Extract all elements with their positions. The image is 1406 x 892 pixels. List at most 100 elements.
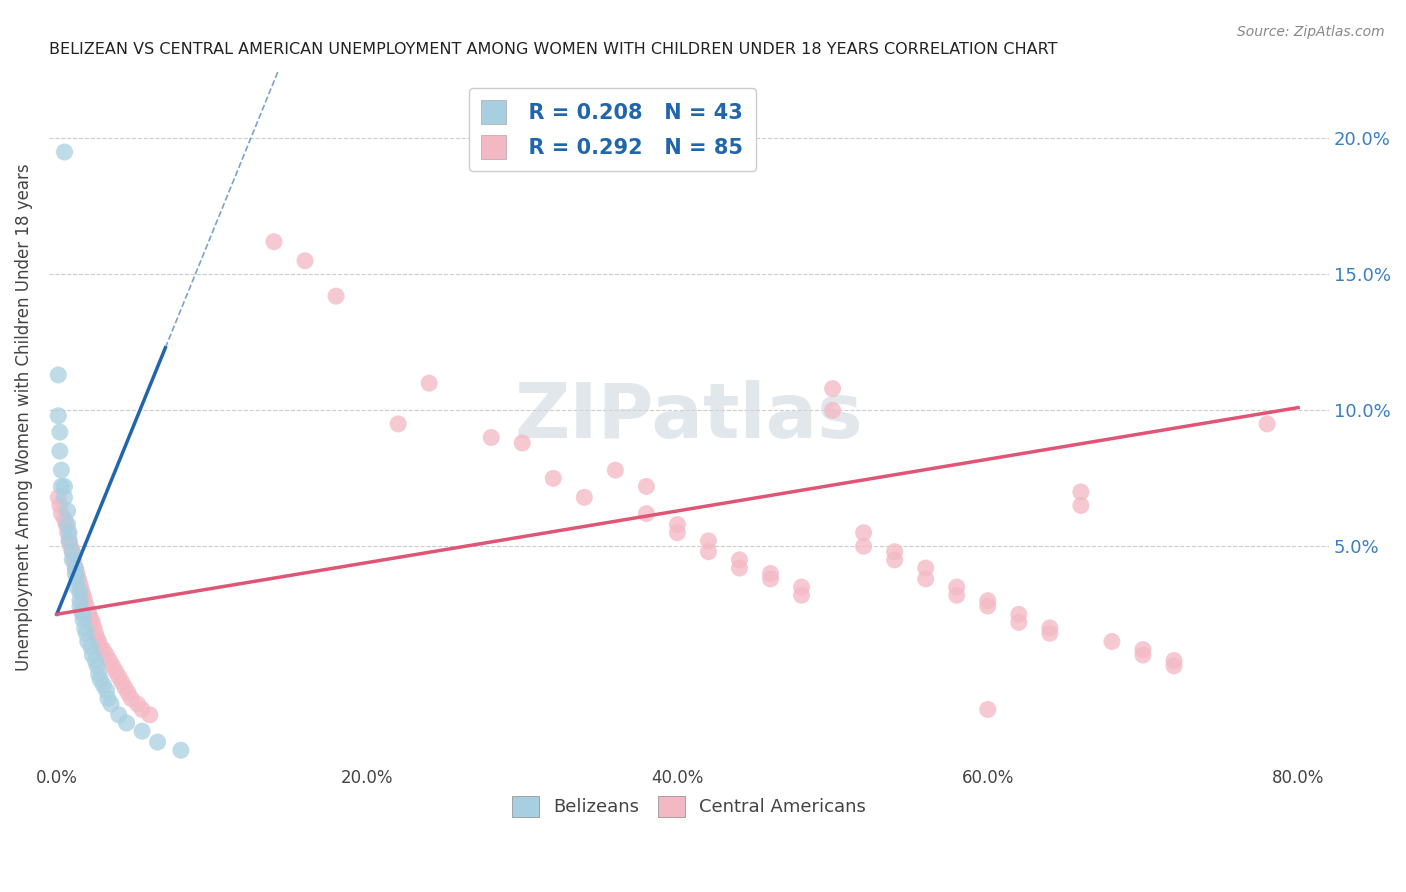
Point — [759, 566, 782, 581]
Point — [91, 678, 114, 692]
Point — [666, 517, 689, 532]
Point — [170, 743, 193, 757]
Point — [72, 613, 94, 627]
Point — [418, 376, 440, 391]
Point — [914, 561, 936, 575]
Point — [325, 289, 347, 303]
Point — [66, 572, 89, 586]
Point — [107, 707, 129, 722]
Point — [69, 599, 91, 613]
Point — [56, 525, 79, 540]
Point — [75, 626, 97, 640]
Point — [1008, 607, 1031, 622]
Point — [479, 430, 502, 444]
Point — [790, 588, 813, 602]
Point — [1163, 653, 1185, 667]
Point — [84, 653, 107, 667]
Point — [82, 615, 104, 630]
Point — [58, 533, 80, 548]
Point — [51, 463, 73, 477]
Point — [852, 539, 875, 553]
Point — [46, 491, 69, 505]
Point — [821, 382, 844, 396]
Point — [49, 444, 72, 458]
Point — [75, 599, 97, 613]
Point — [51, 507, 73, 521]
Point — [51, 479, 73, 493]
Point — [80, 613, 103, 627]
Point — [759, 572, 782, 586]
Point — [1132, 648, 1154, 662]
Point — [883, 545, 905, 559]
Point — [605, 463, 627, 477]
Point — [56, 504, 79, 518]
Point — [945, 588, 967, 602]
Point — [66, 566, 89, 581]
Point — [80, 640, 103, 654]
Point — [1070, 484, 1092, 499]
Point — [131, 724, 153, 739]
Point — [53, 479, 76, 493]
Point — [65, 561, 87, 575]
Point — [76, 605, 98, 619]
Point — [294, 253, 316, 268]
Point — [139, 707, 162, 722]
Point — [728, 553, 751, 567]
Point — [97, 691, 120, 706]
Point — [117, 686, 139, 700]
Point — [70, 605, 93, 619]
Point — [59, 539, 82, 553]
Point — [76, 634, 98, 648]
Point — [120, 691, 142, 706]
Point — [945, 580, 967, 594]
Point — [131, 702, 153, 716]
Point — [67, 572, 90, 586]
Point — [53, 512, 76, 526]
Point — [53, 491, 76, 505]
Point — [56, 517, 79, 532]
Y-axis label: Unemployment Among Women with Children Under 18 years: Unemployment Among Women with Children U… — [15, 163, 32, 671]
Point — [91, 642, 114, 657]
Point — [72, 588, 94, 602]
Point — [72, 607, 94, 622]
Point — [62, 553, 84, 567]
Point — [104, 665, 127, 679]
Point — [1008, 615, 1031, 630]
Point — [60, 545, 83, 559]
Point — [1039, 621, 1062, 635]
Point — [852, 525, 875, 540]
Point — [114, 681, 136, 695]
Point — [821, 403, 844, 417]
Point — [636, 507, 658, 521]
Point — [87, 667, 110, 681]
Point — [83, 621, 105, 635]
Point — [146, 735, 169, 749]
Point — [1163, 659, 1185, 673]
Point — [86, 632, 108, 646]
Point — [1039, 626, 1062, 640]
Point — [60, 545, 83, 559]
Point — [636, 479, 658, 493]
Point — [65, 566, 87, 581]
Point — [510, 436, 533, 450]
Point — [69, 577, 91, 591]
Point — [66, 580, 89, 594]
Point — [1101, 634, 1123, 648]
Point — [73, 593, 96, 607]
Point — [697, 545, 720, 559]
Point — [98, 653, 121, 667]
Point — [883, 553, 905, 567]
Point — [49, 499, 72, 513]
Point — [977, 599, 1000, 613]
Point — [87, 634, 110, 648]
Text: BELIZEAN VS CENTRAL AMERICAN UNEMPLOYMENT AMONG WOMEN WITH CHILDREN UNDER 18 YEA: BELIZEAN VS CENTRAL AMERICAN UNEMPLOYMEN… — [49, 42, 1057, 57]
Point — [70, 582, 93, 597]
Point — [107, 670, 129, 684]
Point — [60, 553, 83, 567]
Text: Source: ZipAtlas.com: Source: ZipAtlas.com — [1237, 25, 1385, 39]
Point — [79, 607, 101, 622]
Point — [96, 648, 118, 662]
Point — [101, 659, 124, 673]
Point — [111, 675, 134, 690]
Point — [697, 533, 720, 548]
